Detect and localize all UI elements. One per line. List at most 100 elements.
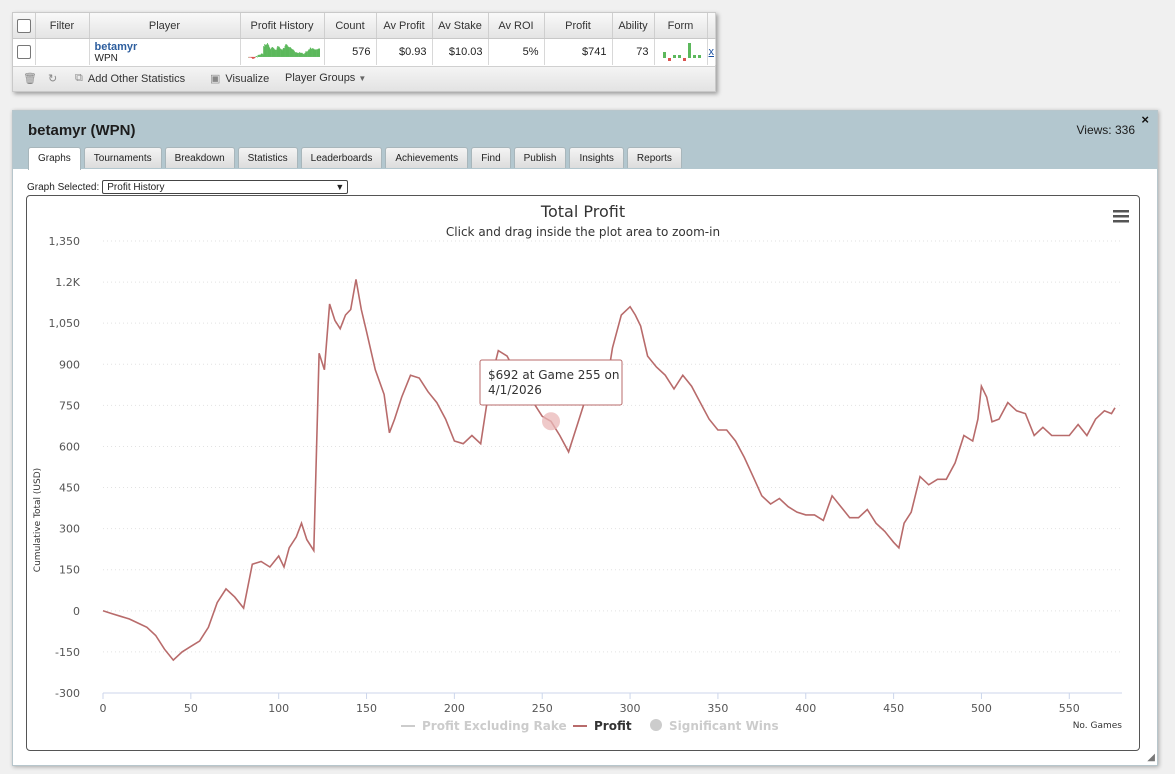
sparkline-bar: [254, 56, 256, 57]
trash-icon: 🗑: [23, 73, 37, 85]
remove-cell: x: [707, 38, 716, 65]
x-tick-label: 300: [620, 702, 641, 715]
sparkline-bar: [290, 48, 292, 57]
legend-label: Profit: [594, 719, 632, 733]
sparkline-bar: [279, 48, 281, 57]
sparkline-bar: [281, 49, 283, 57]
y-tick-label: -150: [55, 646, 80, 659]
sparkline-bar: [282, 47, 284, 57]
tab-find[interactable]: Find: [471, 147, 511, 168]
sparkline-bar: [308, 49, 310, 57]
sparkline-bar: [303, 53, 305, 57]
profit-history-sparkline[interactable]: [247, 41, 320, 61]
sparkline-bar: [311, 48, 312, 57]
sparkline-bar: [313, 48, 315, 57]
sparkline-bar: [295, 51, 297, 57]
sparkline-bar: [253, 56, 254, 58]
graph-selected-label: Graph Selected:: [27, 181, 100, 193]
header-player[interactable]: Player: [89, 13, 241, 39]
tab-breakdown[interactable]: Breakdown: [164, 147, 235, 168]
sparkline-bar: [273, 48, 275, 57]
profit-series-line[interactable]: [102, 279, 1116, 662]
sparkline-bar: [280, 49, 282, 57]
sparkline-bar: [268, 46, 270, 57]
tab-tournaments[interactable]: Tournaments: [83, 147, 162, 168]
tab-statistics[interactable]: Statistics: [237, 147, 298, 168]
visualize-button[interactable]: ▣ Visualize: [210, 72, 269, 86]
sparkline-bar: [257, 54, 258, 57]
header-ability[interactable]: Ability: [612, 13, 655, 39]
sparkline-bar: [316, 49, 318, 57]
sparkline-bar: [295, 52, 297, 57]
header-av-roi[interactable]: Av ROI: [488, 13, 545, 39]
sparkline-bar: [309, 47, 311, 57]
close-icon[interactable]: ×: [1141, 112, 1149, 127]
tab-publish[interactable]: Publish: [513, 147, 567, 168]
tab-insights[interactable]: Insights: [569, 147, 624, 168]
sparkline-bar: [279, 47, 280, 57]
header-count[interactable]: Count: [324, 13, 377, 39]
profit-chart[interactable]: Total Profit Click and drag inside the p…: [27, 196, 1139, 750]
form-bar: [692, 54, 696, 58]
header-spacer: [707, 13, 716, 39]
sparkline-bar: [297, 52, 299, 57]
x-tick-label: 200: [444, 702, 465, 715]
graph-select-dropdown[interactable]: Profit History ▼: [102, 180, 349, 194]
chevron-down-icon: ▼: [335, 182, 345, 192]
header-av-profit[interactable]: Av Profit: [376, 13, 433, 39]
header-profit-history[interactable]: Profit History: [240, 13, 325, 39]
legend-swatch: [650, 719, 662, 731]
sparkline-bar: [276, 45, 278, 57]
remove-player-link[interactable]: x: [708, 46, 715, 58]
add-other-statistics-button[interactable]: ⧉ Add Other Statistics: [75, 72, 185, 85]
menu-icon-bar: [1113, 220, 1129, 223]
sparkline-bar: [296, 52, 298, 57]
header-av-stake[interactable]: Av Stake: [432, 13, 489, 39]
legend-item-profit-excluding-rake[interactable]: Profit Excluding Rake: [401, 719, 567, 733]
player-site: WPN: [94, 52, 118, 64]
sparkline-bar: [260, 53, 262, 57]
player-cell: betamyr WPN: [89, 38, 241, 65]
sparkline-bar: [308, 48, 310, 57]
resize-grip-icon[interactable]: ◢: [1147, 752, 1155, 763]
y-tick-label: 0: [73, 605, 80, 618]
player-panel: betamyr (WPN) Views: 336 × Graphs Tournam…: [12, 110, 1158, 766]
row-select-cell: [13, 38, 36, 65]
stats-grid: Filter Player Profit History Count Av Pr…: [13, 13, 716, 65]
chart-menu-button[interactable]: [1113, 210, 1129, 223]
sparkline-bar: [314, 49, 316, 57]
refresh-button[interactable]: ↻: [48, 72, 62, 85]
sparkline-bar: [255, 55, 257, 57]
menu-icon-bar: [1113, 215, 1129, 218]
delete-button[interactable]: 🗑: [23, 72, 42, 85]
tab-leaderboards[interactable]: Leaderboards: [300, 147, 383, 168]
sparkline-bar: [275, 49, 277, 57]
select-all-checkbox[interactable]: [16, 18, 31, 33]
sparkline-bar: [268, 47, 270, 57]
player-groups-dropdown[interactable]: Player Groups ▼: [285, 72, 366, 84]
sparkline-bar: [267, 44, 269, 57]
count-value: 576: [324, 38, 377, 65]
sparkline-bar: [258, 54, 260, 57]
legend-item-profit[interactable]: Profit: [573, 719, 632, 733]
sparkline-bar: [293, 49, 294, 57]
row-checkbox[interactable]: [16, 45, 31, 59]
filter-cell: [35, 38, 90, 65]
header-profit[interactable]: Profit: [544, 13, 613, 39]
sparkline-bar: [278, 46, 280, 57]
legend-item-significant-wins[interactable]: Significant Wins: [650, 719, 779, 733]
header-form[interactable]: Form: [654, 13, 708, 39]
sparkline-bar: [289, 46, 290, 57]
sparkline-bar: [306, 50, 308, 57]
tab-graphs[interactable]: Graphs: [28, 147, 81, 170]
tab-reports[interactable]: Reports: [626, 147, 682, 168]
tab-achievements[interactable]: Achievements: [385, 147, 469, 168]
sparkline-bar: [307, 50, 308, 57]
sparkline-bar: [266, 42, 268, 57]
legend-label: Profit Excluding Rake: [422, 719, 567, 733]
sparkline-bar: [294, 51, 296, 57]
player-name-link[interactable]: betamyr: [94, 40, 138, 53]
header-filter[interactable]: Filter: [35, 13, 90, 39]
sparkline-bar: [261, 52, 262, 57]
sparkline-bar: [301, 52, 303, 57]
